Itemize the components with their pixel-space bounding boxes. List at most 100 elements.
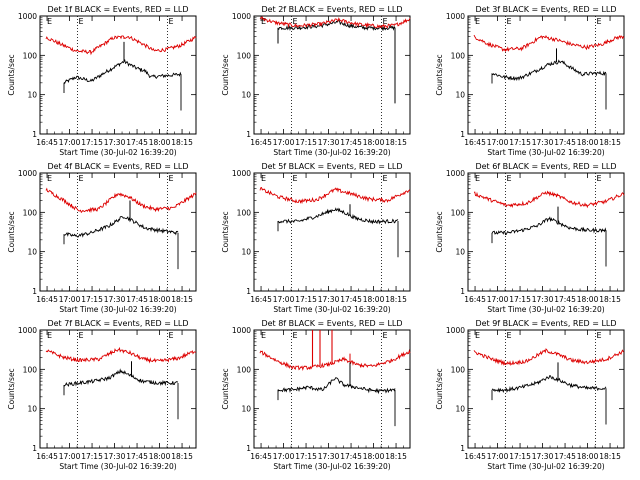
panel-2-series-events — [277, 20, 396, 32]
panel-7-xtick-label: 17:30 — [104, 452, 126, 461]
panel-9-marker-label: E — [475, 331, 480, 340]
panel-8-marker-label: E — [383, 331, 388, 340]
panel-6-xtick-label: 17:00 — [487, 295, 509, 304]
panel-9-frame — [467, 329, 625, 449]
panel-7-xtick-label: 17:00 — [59, 452, 81, 461]
panel-3-xtick-label: 17:15 — [509, 138, 531, 147]
panel-7-xtick-label: 18:00 — [149, 452, 171, 461]
panel-1-x-axis-label: Start Time (30-Jul-02 16:39:20) — [59, 148, 176, 157]
panel-9-ytick-label: 1 — [460, 444, 465, 453]
panel-9-xtick-label: 16:45 — [464, 452, 486, 461]
panel-4-series-events — [63, 216, 179, 238]
panel-8-xtick-label: 18:15 — [385, 452, 407, 461]
panel-2-title: Det 2f BLACK = Events, RED = LLD — [261, 5, 402, 14]
panel-5-title: Det 5f BLACK = Events, RED = LLD — [261, 162, 402, 171]
panel-9-xtick-label: 17:45 — [554, 452, 576, 461]
panel-5-xtick-label: 18:15 — [385, 295, 407, 304]
panel-8-y-axis-label: Counts/sec — [221, 368, 230, 409]
panel-8-xtick-label: 17:30 — [318, 452, 340, 461]
panel-8-title: Det 8f BLACK = Events, RED = LLD — [261, 319, 402, 328]
panel-5-ytick-label: 1 — [246, 287, 251, 296]
panel-6-ytick-label: 1 — [460, 287, 465, 296]
panel-8-marker-label: E — [261, 331, 266, 340]
panel-5-xtick-label: 17:45 — [340, 295, 362, 304]
panel-1-marker-label: E — [47, 17, 52, 26]
panel-1-ytick-label: 100 — [23, 51, 38, 60]
panel-3-marker-label: E — [597, 17, 602, 26]
panel-5-xtick-label: 16:45 — [250, 295, 272, 304]
panel-3-xtick-label: 16:45 — [464, 138, 486, 147]
panel-6-ytick-label: 100 — [451, 208, 466, 217]
panel-5-marker-label: E — [293, 174, 298, 183]
panel-2-ytick-label: 1 — [246, 130, 251, 139]
panel-4-series-lld — [45, 187, 197, 214]
panel-7-xtick-label: 17:15 — [81, 452, 103, 461]
panel-2-marker-label: E — [383, 17, 388, 26]
panel-3-x-axis-label: Start Time (30-Jul-02 16:39:20) — [487, 148, 604, 157]
panel-1-xtick-label: 16:45 — [36, 138, 58, 147]
panel-1-y-axis-label: Counts/sec — [7, 54, 16, 95]
panel-8-x-axis-label: Start Time (30-Jul-02 16:39:20) — [273, 462, 390, 471]
panel-8-series-lld — [259, 349, 411, 371]
panel-4-xtick-label: 17:30 — [104, 295, 126, 304]
panel-6-series-lld — [473, 190, 625, 209]
panel-3-xtick-label: 17:30 — [532, 138, 554, 147]
panel-4-marker-label: E — [47, 174, 52, 183]
panel-8-xtick-label: 17:15 — [295, 452, 317, 461]
panel-8-xtick-label: 18:00 — [363, 452, 385, 461]
panel-6-frame — [467, 172, 625, 292]
panel-6-ytick-label: 10 — [455, 248, 465, 257]
panel-6-xtick-label: 17:15 — [509, 295, 531, 304]
panel-1-frame — [39, 15, 197, 135]
panel-1-xtick-label: 18:00 — [149, 138, 171, 147]
panel-7-ytick-label: 1 — [32, 444, 37, 453]
panel-8-series-events — [277, 377, 396, 395]
panel-3-marker-label: E — [475, 17, 480, 26]
panel-9-marker-label: E — [597, 331, 602, 340]
panel-5-xtick-label: 17:15 — [295, 295, 317, 304]
panel-7-series-events — [63, 368, 179, 387]
panel-9-xtick-label: 17:30 — [532, 452, 554, 461]
panel-9-xtick-label: 17:00 — [487, 452, 509, 461]
panel-8-ytick-label: 10 — [241, 405, 251, 414]
panel-9-ytick-label: 10 — [455, 405, 465, 414]
panel-7-marker-label: E — [79, 331, 84, 340]
panel-1-ytick-label: 1000 — [18, 12, 37, 21]
panel-7-x-axis-label: Start Time (30-Jul-02 16:39:20) — [59, 462, 176, 471]
panel-1-xtick-label: 17:15 — [81, 138, 103, 147]
panel-1-ytick-label: 10 — [27, 91, 37, 100]
panel-2-xtick-label: 17:45 — [340, 138, 362, 147]
panel-4-xtick-label: 17:45 — [126, 295, 148, 304]
panel-6-xtick-label: 17:30 — [532, 295, 554, 304]
panel-1-marker-label: E — [79, 17, 84, 26]
panel-2-xtick-label: 16:45 — [250, 138, 272, 147]
panel-5-marker-label: E — [383, 174, 388, 183]
panel-2-ytick-label: 10 — [241, 91, 251, 100]
panel-9-x-axis-label: Start Time (30-Jul-02 16:39:20) — [487, 462, 604, 471]
panel-2-xtick-label: 18:15 — [385, 138, 407, 147]
panel-7-y-axis-label: Counts/sec — [7, 368, 16, 409]
panel-3-ytick-label: 1000 — [446, 12, 465, 21]
panel-7-ytick-label: 100 — [23, 365, 38, 374]
panel-3-frame — [467, 15, 625, 135]
panel-8-ytick-label: 1 — [246, 444, 251, 453]
panel-8-ytick-label: 1000 — [232, 326, 251, 335]
panel-6-ytick-label: 1000 — [446, 169, 465, 178]
panel-3-ytick-label: 10 — [455, 91, 465, 100]
panel-6-marker-label: E — [507, 174, 512, 183]
panel-6-xtick-label: 18:15 — [599, 295, 621, 304]
panel-7-frame — [39, 329, 197, 449]
panel-5-series-lld — [259, 187, 411, 205]
panel-3-xtick-label: 18:15 — [599, 138, 621, 147]
panel-7-ytick-label: 1000 — [18, 326, 37, 335]
panel-7-xtick-label: 17:45 — [126, 452, 148, 461]
panel-9-ytick-label: 100 — [451, 365, 466, 374]
panel-2-frame — [253, 15, 411, 135]
panel-1-series-events — [63, 59, 182, 85]
panel-4-x-axis-label: Start Time (30-Jul-02 16:39:20) — [59, 305, 176, 314]
panel-7-marker-label: E — [169, 331, 174, 340]
panel-6-xtick-label: 18:00 — [577, 295, 599, 304]
panel-3-ytick-label: 100 — [451, 51, 466, 60]
panel-5-ytick-label: 1000 — [232, 169, 251, 178]
